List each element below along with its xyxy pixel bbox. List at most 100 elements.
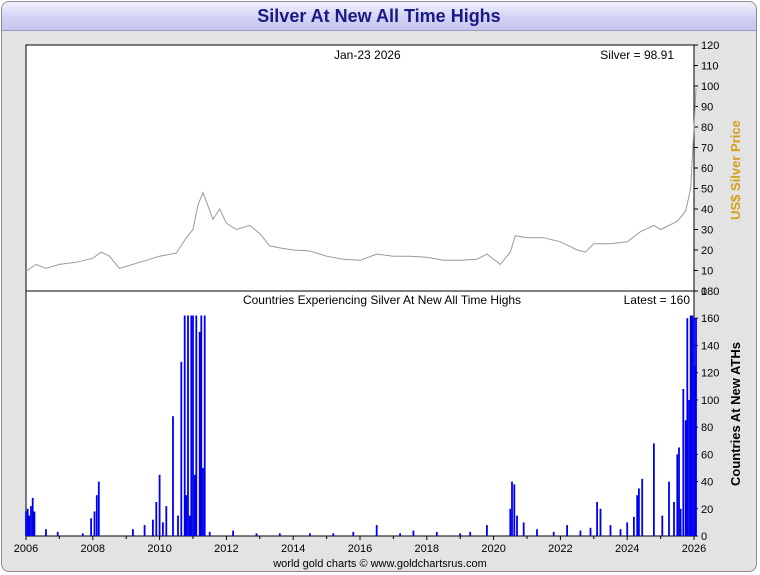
xtick-label: 2024 (615, 543, 639, 555)
ath-bar (399, 533, 401, 536)
ath-ytick-label: 160 (701, 313, 719, 325)
ath-bar (638, 488, 640, 536)
ath-bar (633, 516, 635, 536)
price-date-label: Jan-23 2026 (334, 48, 401, 62)
ath-bar (81, 533, 84, 536)
ath-bar (93, 511, 96, 536)
ath-bar (193, 474, 196, 537)
ath-bar (536, 529, 538, 536)
ath-bar (552, 531, 555, 536)
price-ytick-label: 100 (701, 81, 719, 93)
ath-bar (97, 481, 100, 536)
ath-ytick-label: 20 (701, 504, 713, 516)
ath-bar (522, 522, 525, 536)
x-axis: 2006 2008 2010 2012 2014 2016 2018 2020 2022 2024… (14, 536, 706, 555)
ath-bar (653, 443, 655, 536)
price-panel (25, 44, 695, 292)
ath-bar (158, 474, 161, 537)
ath-bar (190, 315, 193, 536)
ath-bar (188, 515, 191, 536)
ath-panel-title: Countries Experiencing Silver At New All… (243, 293, 521, 307)
xtick-label: 2016 (348, 543, 372, 555)
ath-bar (183, 315, 186, 536)
ath-bar (375, 525, 378, 536)
ath-bar (486, 525, 488, 536)
price-ytick-label: 70 (701, 143, 713, 155)
ath-bar (678, 447, 680, 536)
ath-bar (352, 531, 355, 536)
price-ytick-label: 0 (701, 286, 707, 298)
xtick-label: 2008 (81, 543, 105, 555)
price-ytick-label: 80 (701, 122, 713, 134)
ath-bar (152, 519, 154, 536)
ath-bar (177, 515, 179, 536)
ath-ytick-label: 100 (701, 395, 719, 407)
ath-bar (165, 506, 168, 536)
ath-bar (200, 315, 203, 536)
ath-bar (232, 530, 234, 536)
ath-bar (45, 529, 47, 536)
xtick-label: 2014 (281, 543, 305, 555)
ath-ytick-label: 40 (701, 477, 713, 489)
title-bar: Silver At New All Time Highs (2, 2, 756, 31)
ath-bar (459, 533, 462, 536)
ath-bar (566, 525, 568, 536)
price-ytick-label: 120 (701, 40, 719, 52)
ath-bar (695, 318, 697, 536)
ath-bar (619, 529, 622, 536)
ath-bar (516, 515, 518, 536)
ath-bar (679, 508, 682, 536)
ath-value-label: Latest = 160 (624, 293, 691, 307)
ath-ytick-label: 180 (701, 286, 719, 298)
ath-bar (661, 515, 664, 536)
ath-bar (198, 331, 201, 536)
price-value-label: Silver = 98.91 (600, 48, 674, 62)
price-ytick-label: 90 (701, 102, 713, 114)
ath-bar (95, 495, 98, 536)
ath-bar (636, 495, 639, 536)
ath-bar (332, 533, 335, 536)
price-ytick-label: 110 (701, 61, 719, 73)
ath-bar (589, 527, 592, 536)
ath-bar (673, 502, 675, 536)
xtick-label: 2022 (548, 543, 572, 555)
ath-ytick-label: 0 (701, 531, 707, 543)
ath-bar (195, 315, 198, 536)
ath-bar (31, 497, 34, 536)
xtick-label: 2026 (682, 543, 706, 555)
ath-bar (208, 531, 211, 536)
ath-bar (596, 502, 598, 536)
ath-bar (25, 511, 27, 536)
ath-bar (435, 531, 438, 536)
ath-ytick-label: 140 (701, 340, 719, 352)
xtick-label: 2006 (14, 543, 38, 555)
ath-ytick-label: 120 (701, 368, 719, 380)
ath-bar (185, 495, 188, 536)
ath-bar (689, 315, 692, 536)
price-yaxis: 0 10 20 30 40 50 60 70 80 90 100 110 120 (694, 40, 719, 298)
ath-bar (694, 365, 696, 536)
ath-bar (90, 518, 92, 536)
price-axis-label: US$ Silver Price (728, 120, 743, 220)
ath-bar (626, 522, 629, 536)
ath-bar (513, 484, 516, 536)
ath-panel (25, 290, 695, 537)
ath-bar (278, 533, 281, 536)
ath-bar (309, 533, 311, 536)
price-ytick-label: 40 (701, 204, 713, 216)
ath-yaxis: 0 20 40 60 80 100 120 140 160 180 (694, 286, 719, 543)
price-ytick-label: 60 (701, 163, 713, 175)
ath-bars (25, 315, 697, 537)
ath-bar (132, 529, 134, 536)
ath-bar (172, 416, 174, 536)
ath-bar (412, 530, 415, 536)
ath-bar (469, 531, 472, 536)
silver-price-line (25, 88, 697, 272)
ath-bar (686, 318, 689, 536)
ath-bar (609, 525, 612, 536)
price-ytick-label: 10 (701, 266, 713, 278)
ath-axis-label: Countries At New ATHs (728, 342, 743, 486)
ath-bar (56, 531, 59, 536)
